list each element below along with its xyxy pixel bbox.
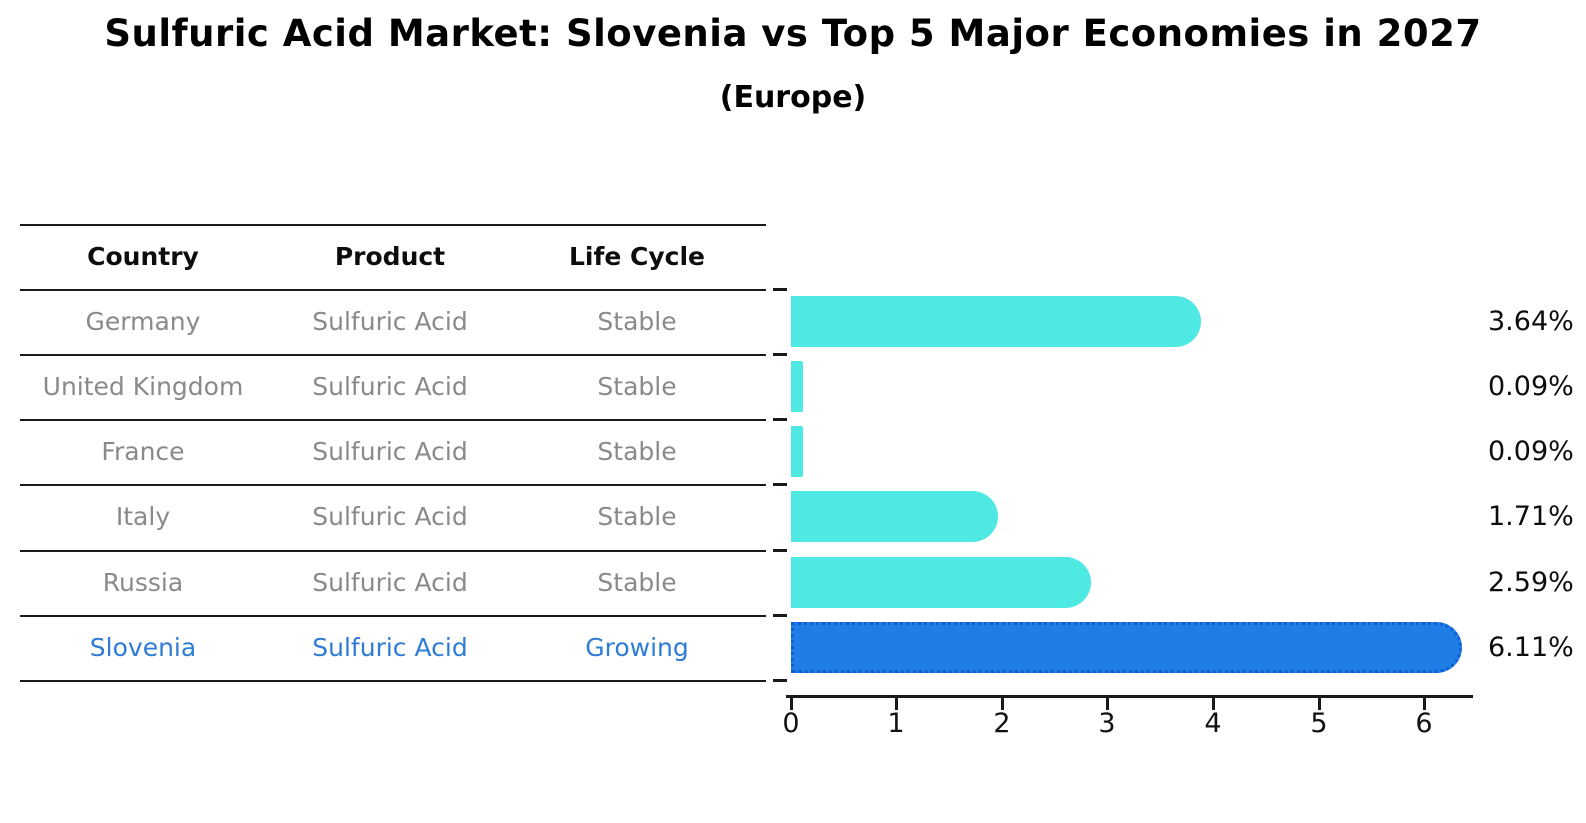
x-tick-label: 2 [993,708,1011,739]
table-header-life-cycle: Life Cycle [568,242,706,271]
cell-country: Russia [102,568,184,597]
x-tick-label: 4 [1204,708,1222,739]
cell-product: Sulfuric Acid [312,437,468,466]
cell-country: Italy [115,502,171,531]
table-border-line [20,354,766,356]
x-axis-tick [1318,697,1321,710]
x-axis-tick [1423,697,1426,710]
x-tick-label: 3 [1098,708,1116,739]
y-axis-tick [773,549,787,552]
table-border-line [20,224,766,226]
chart-subtitle: (Europe) [719,80,867,115]
table-border-line [20,419,766,421]
x-axis-tick [1212,697,1215,710]
bar-value-label: 0.09% [1488,436,1574,467]
cell-product: Sulfuric Acid [312,372,468,401]
y-axis-tick [773,353,787,356]
cell-life-cycle: Stable [597,568,677,597]
bar-value-label: 2.59% [1488,567,1574,598]
table-border-line [20,615,766,617]
x-axis-tick [1001,697,1004,710]
cell-country: United Kingdom [42,372,244,401]
bar-united-kingdom [791,361,803,412]
table-border-line [20,550,766,552]
x-tick-label: 5 [1310,708,1328,739]
cell-country: Slovenia [89,633,197,662]
bar-value-label: 0.09% [1488,371,1574,402]
cell-life-cycle: Growing [585,633,689,662]
table-border-line [20,289,766,291]
x-axis-line [786,695,1473,698]
x-tick-label: 6 [1415,708,1433,739]
cell-product: Sulfuric Acid [312,633,468,662]
bar-value-label: 1.71% [1488,501,1574,532]
cell-country: Germany [85,307,201,336]
x-tick-label: 1 [887,708,905,739]
cell-country: France [101,437,185,466]
table-border-line [20,484,766,486]
x-tick-label: 0 [782,708,800,739]
bar-france [791,426,803,477]
cell-product: Sulfuric Acid [312,502,468,531]
bar-slovenia [791,622,1463,673]
cell-life-cycle: Stable [597,437,677,466]
cell-life-cycle: Stable [597,307,677,336]
table-header-country: Country [87,242,199,271]
x-axis-tick [895,697,898,710]
bar-germany [791,296,1202,347]
y-axis-tick [773,614,787,617]
table-header-product: Product [334,242,446,271]
table-border-line [20,680,766,682]
y-axis-tick [773,418,787,421]
cell-product: Sulfuric Acid [312,568,468,597]
bar-italy [791,491,998,542]
bar-value-label: 3.64% [1488,306,1574,337]
cell-product: Sulfuric Acid [312,307,468,336]
cell-life-cycle: Stable [597,372,677,401]
bar-value-label: 6.11% [1488,632,1574,663]
x-axis-tick [790,697,793,710]
x-axis-tick [1106,697,1109,710]
y-axis-tick [773,483,787,486]
y-axis-tick [773,288,787,291]
bar-russia [791,557,1091,608]
cell-life-cycle: Stable [597,502,677,531]
chart-title: Sulfuric Acid Market: Slovenia vs Top 5 … [104,12,1482,55]
y-axis-tick [773,679,787,682]
